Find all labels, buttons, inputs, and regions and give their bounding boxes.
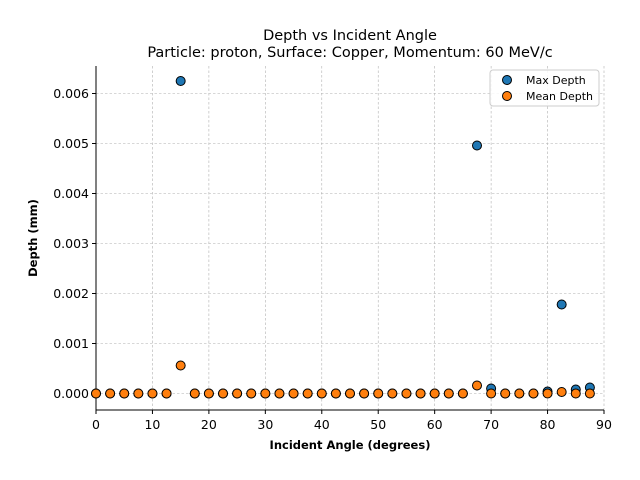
mean-depth-point	[330, 388, 341, 399]
mean-depth-point	[218, 388, 228, 399]
y-tick-label: 0.002	[53, 286, 89, 301]
mean-depth-point	[443, 388, 454, 399]
mean-depth-point	[105, 388, 116, 399]
mean-depth-point	[274, 388, 285, 399]
x-axis-label: Incident Angle (degrees)	[270, 438, 431, 452]
mean-depth-point	[556, 387, 567, 397]
mean-depth-point	[246, 388, 257, 399]
mean-depth-point	[91, 388, 101, 399]
mean-depth-point	[359, 388, 370, 399]
mean-depth-point	[486, 388, 497, 399]
mean-depth-point	[288, 388, 299, 399]
legend-marker-mean-depth	[502, 91, 512, 101]
x-tick-label: 30	[257, 417, 273, 432]
x-tick-label: 20	[201, 417, 217, 432]
x-tick-label: 60	[427, 417, 443, 432]
mean-depth-point	[133, 388, 144, 399]
legend-box	[489, 69, 600, 107]
legend: Max Depth Mean Depth	[489, 69, 600, 107]
mean-depth-point	[401, 388, 412, 399]
mean-depth-point	[161, 388, 172, 399]
x-tick-label: 70	[483, 417, 499, 432]
chart-title: Depth vs Incident Angle	[263, 28, 437, 44]
mean-depth-point	[119, 388, 130, 399]
y-tick-label: 0.006	[53, 86, 89, 101]
mean-depth-point	[570, 388, 581, 399]
mean-depth-point	[472, 380, 482, 391]
legend-marker-max-depth	[502, 75, 512, 85]
y-tick-label: 0.004	[53, 186, 89, 201]
chart-subtitle: Particle: proton, Surface: Copper, Momen…	[147, 45, 552, 61]
mean-depth-point	[584, 388, 595, 399]
y-tick-label: 0.003	[53, 236, 89, 251]
x-tick-label: 80	[540, 417, 556, 432]
y-tick-label: 0.005	[53, 136, 89, 151]
mean-depth-point	[373, 388, 384, 399]
mean-depth-point	[316, 388, 327, 399]
mean-depth-point	[415, 388, 426, 399]
max-depth-point	[175, 76, 186, 86]
max-depth-point	[556, 299, 567, 310]
mean-depth-point	[514, 388, 525, 399]
mean-depth-point	[528, 388, 539, 399]
mean-depth-point	[387, 388, 398, 399]
max-depth-point	[472, 140, 482, 151]
y-tick-label: 0.000	[53, 386, 89, 401]
grid-lines	[95, 66, 605, 410]
x-tick-label: 10	[144, 417, 160, 432]
mean-depth-point	[345, 388, 355, 399]
mean-depth-point	[302, 388, 313, 399]
y-axis-label: Depth (mm)	[26, 199, 40, 277]
mean-depth-point	[175, 360, 186, 371]
legend-label-mean-depth: Mean Depth	[526, 90, 593, 103]
x-tick-label: 0	[92, 417, 100, 432]
mean-depth-point	[232, 388, 243, 399]
mean-depth-point	[203, 388, 214, 399]
legend-label-max-depth: Max Depth	[526, 74, 586, 87]
axis-ticks: 0 10 20 30 40 50 60 70 80 90 0.000 0.001 0.002 0.003 0…	[53, 86, 612, 432]
mean-depth-point	[542, 388, 553, 399]
data-points	[91, 76, 595, 399]
mean-depth-point	[189, 388, 200, 399]
mean-depth-point	[260, 388, 271, 399]
x-tick-label: 40	[314, 417, 330, 432]
y-tick-label: 0.001	[53, 336, 89, 351]
mean-depth-point	[147, 388, 158, 399]
mean-depth-point	[500, 388, 511, 399]
mean-depth-point	[457, 388, 468, 399]
mean-depth-point	[429, 388, 440, 399]
x-tick-label: 90	[596, 417, 612, 432]
axes-spines	[95, 66, 604, 411]
x-tick-label: 50	[370, 417, 386, 432]
